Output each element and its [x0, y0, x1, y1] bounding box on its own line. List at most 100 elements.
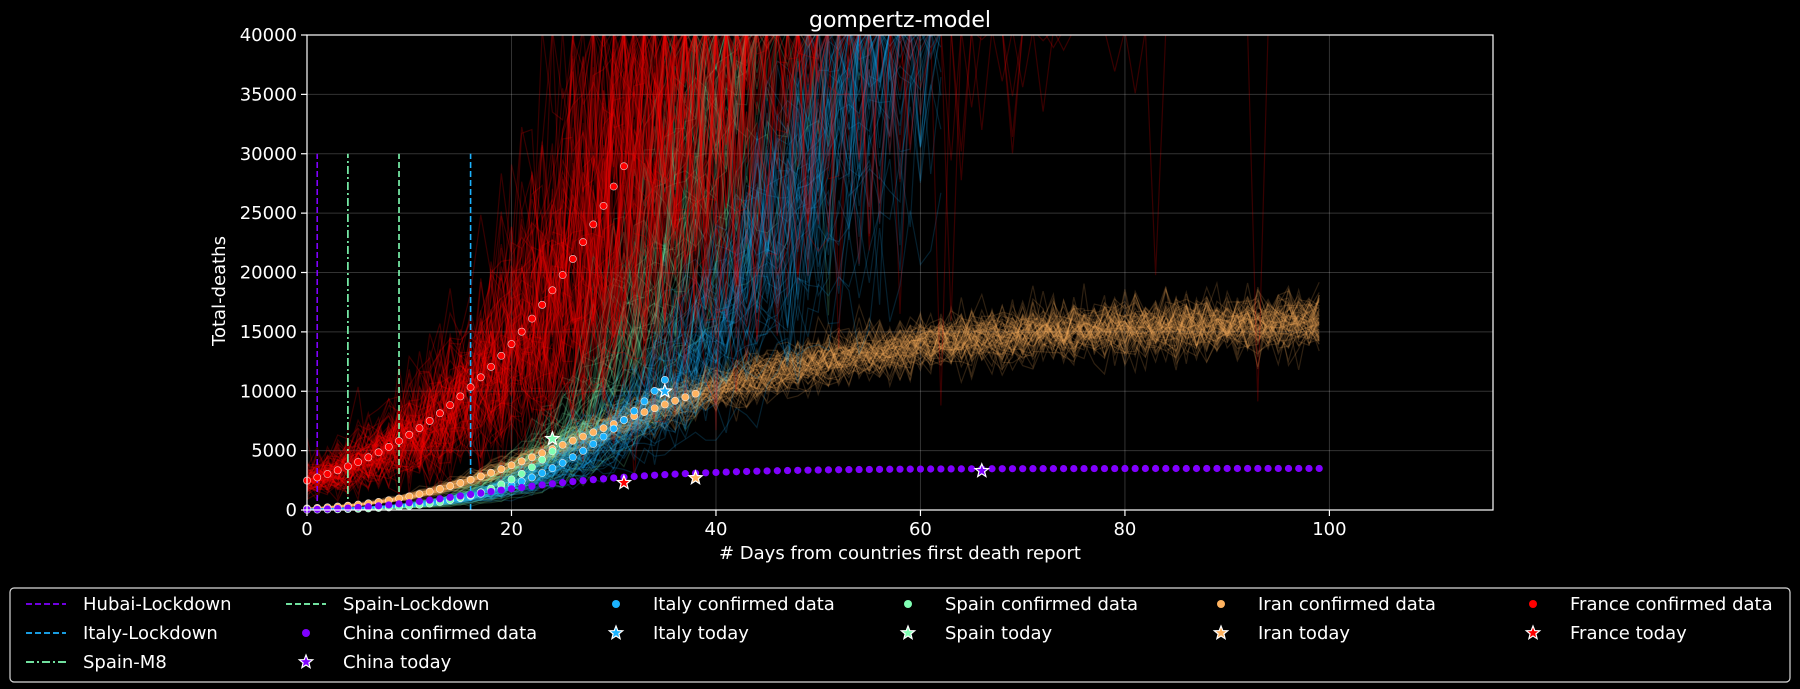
france-model-line	[307, 35, 819, 487]
france-model-line	[307, 35, 829, 484]
china-confirmed-point	[456, 492, 464, 500]
france-model-line	[307, 35, 1023, 491]
iran-model-line	[307, 297, 1320, 509]
france-model-line	[307, 35, 716, 491]
iran-model-line	[307, 286, 1320, 509]
china-confirmed-point	[865, 465, 873, 474]
iran-confirmed-point	[456, 479, 465, 487]
iran-confirmed-point	[568, 436, 577, 445]
italy-confirmed-point	[620, 416, 628, 425]
iran-model-line	[307, 300, 1320, 509]
iran-model-line	[307, 301, 1320, 510]
iran-confirmed-point	[558, 440, 567, 449]
iran-today-marker	[687, 469, 704, 485]
china-confirmed-point	[1090, 464, 1098, 473]
legend-star-swatch	[1212, 624, 1230, 641]
france-model-line	[307, 35, 829, 498]
legend-star-swatch	[607, 624, 625, 641]
china-confirmed-point	[763, 467, 771, 475]
france-model-line	[307, 35, 777, 492]
iran-model-ensemble	[307, 280, 1320, 510]
italy-confirmed-point	[528, 473, 536, 482]
china-confirmed-point	[845, 466, 853, 474]
france-confirmed-point	[405, 430, 414, 439]
china-confirmed-point	[743, 467, 751, 476]
china-confirmed-point	[1305, 464, 1313, 473]
x-tick-label: 100	[1312, 519, 1346, 540]
china-confirmed-point	[415, 497, 424, 506]
china-confirmed-point	[1203, 464, 1211, 473]
x-axis-label: # Days from countries first death report	[719, 543, 1081, 564]
iran-model-line	[307, 295, 1320, 509]
iran-model-line	[307, 281, 1320, 510]
china-confirmed-point	[722, 468, 730, 476]
france-model-line	[307, 35, 810, 492]
france-model-line	[307, 35, 850, 492]
legend-label: Italy today	[653, 623, 749, 644]
china-confirmed-point	[1274, 464, 1282, 473]
china-confirmed-point	[1284, 464, 1293, 473]
france-model-line	[307, 35, 809, 488]
iran-model-line	[307, 296, 1320, 510]
china-confirmed-point	[794, 466, 802, 474]
legend-label: Italy confirmed data	[653, 594, 835, 615]
china-confirmed-point	[804, 466, 812, 474]
iran-model-line	[307, 288, 1320, 509]
france-model-line	[307, 35, 768, 496]
france-model-line	[307, 35, 716, 476]
italy-confirmed-point	[640, 397, 649, 406]
iran-model-line	[307, 290, 1320, 510]
iran-model-line	[307, 288, 1320, 509]
france-confirmed-point	[517, 327, 526, 336]
china-confirmed-point	[528, 482, 536, 490]
france-model-line	[307, 35, 756, 488]
iran-model-line	[307, 294, 1320, 509]
france-model-line	[307, 35, 819, 474]
axes: 0 20 40 60 80 100 0 5000 10000 15000 20000 25000 300…	[240, 25, 1494, 540]
france-model-line	[307, 35, 921, 482]
france-model-line	[307, 35, 726, 501]
france-model-line	[307, 35, 780, 497]
france-model-line	[307, 35, 859, 478]
spain-confirmed-point	[517, 469, 526, 478]
legend-item: Hubai-Lockdown	[26, 594, 232, 615]
iran-model-line	[307, 297, 1320, 509]
legend-item: Spain-Lockdown	[286, 594, 489, 615]
france-model-line	[307, 35, 808, 482]
spain-confirmed-point	[507, 475, 516, 484]
france-model-ensemble	[307, 35, 1269, 503]
china-confirmed-point	[835, 466, 843, 474]
y-tick-label: 5000	[251, 441, 297, 462]
italy-today-marker	[656, 382, 674, 399]
france-confirmed-point	[528, 314, 536, 323]
iran-confirmed-point	[579, 432, 587, 441]
iran-confirmed-point	[405, 492, 414, 501]
legend-item: Italy-Lockdown	[26, 623, 218, 644]
y-axis-label: Total-deaths	[209, 236, 230, 347]
china-confirmed-point	[1172, 464, 1180, 473]
france-model-line	[307, 35, 972, 483]
china-confirmed-point	[783, 466, 792, 475]
china-confirmed-point	[589, 476, 597, 484]
china-confirmed-point	[1213, 464, 1221, 473]
iran-model-line	[307, 296, 1320, 510]
china-confirmed-point	[1264, 464, 1272, 473]
france-model-line	[307, 35, 901, 484]
legend-item: Italy confirmed data	[612, 594, 835, 615]
china-confirmed-point	[548, 480, 556, 488]
france-model-line	[307, 35, 882, 503]
china-confirmed-point	[538, 481, 546, 489]
france-model-line	[307, 35, 717, 486]
today-markers	[544, 382, 991, 490]
china-confirmed-point	[1182, 464, 1190, 473]
france-model-line	[307, 35, 686, 478]
france-model-line	[307, 35, 829, 486]
china-confirmed-point	[1162, 464, 1170, 473]
legend-item: Spain confirmed data	[904, 594, 1138, 615]
italy-confirmed-point	[589, 440, 598, 448]
china-confirmed-point	[712, 468, 720, 477]
iran-model-line	[307, 280, 1320, 509]
iran-model-line	[307, 300, 1320, 509]
china-confirmed-point	[559, 479, 567, 487]
france-confirmed-point	[589, 220, 598, 229]
